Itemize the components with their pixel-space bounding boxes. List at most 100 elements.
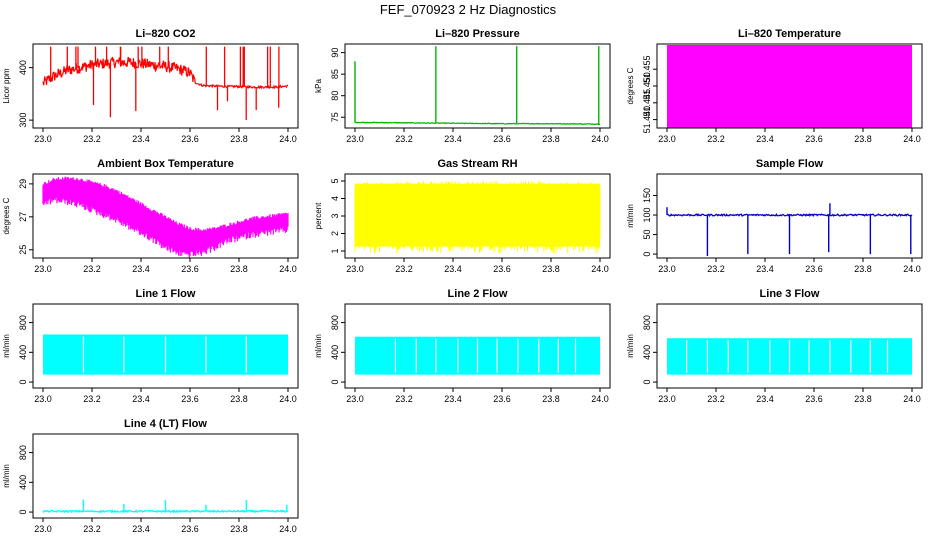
- y-tick-label: 2: [330, 231, 340, 236]
- x-tick-label: 23.0: [346, 264, 364, 274]
- data-series: [666, 203, 913, 257]
- y-axis-label: ml/min: [2, 334, 11, 358]
- plot-frame: [32, 303, 299, 389]
- data-series: [42, 176, 289, 258]
- y-tick-label: 0: [18, 380, 28, 385]
- y-axis-label: ml/min: [626, 204, 635, 228]
- data-spikes: [50, 46, 280, 120]
- x-tick-label: 23.8: [230, 264, 248, 274]
- x-tick-label: 23.6: [181, 394, 199, 404]
- x-tick-label: 23.4: [756, 134, 774, 144]
- chart-title: Sample Flow: [756, 158, 824, 170]
- chart-panel-8: Line 2 Flow ml/min 23.0 23.2 23.4 23.6 23.8 24.…: [314, 288, 611, 404]
- y-tick-label: 800: [642, 315, 652, 330]
- chart-title: Ambient Box Temperature: [97, 158, 234, 170]
- x-tick-label: 24.0: [903, 394, 921, 404]
- x-tick-label: 24.0: [591, 264, 609, 274]
- y-tick-label: 27: [18, 212, 28, 222]
- y-tick-label: 29: [18, 179, 28, 189]
- y-tick-label: 90: [330, 48, 340, 58]
- x-tick-label: 23.0: [658, 264, 676, 274]
- x-tick-label: 23.0: [658, 394, 676, 404]
- x-tick-label: 23.4: [756, 264, 774, 274]
- y-tick-label: 80: [330, 91, 340, 101]
- data-line: [42, 56, 289, 90]
- x-tick-label: 23.4: [132, 524, 150, 534]
- chart-title: Line 1 Flow: [136, 288, 196, 300]
- chart-panel-10: Line 4 (LT) Flow ml/min 23.0 23.2 23.4 23.6 23…: [2, 418, 299, 534]
- x-tick-label: 24.0: [279, 524, 297, 534]
- data-area: [667, 45, 912, 129]
- data-series: [354, 181, 601, 254]
- chart-title: Li–820 CO2: [136, 28, 196, 40]
- data-band: [42, 176, 289, 258]
- chart-title: Gas Stream RH: [437, 158, 517, 170]
- x-tick-label: 23.4: [132, 394, 150, 404]
- y-tick-label: 150: [642, 188, 652, 203]
- y-tick-label: 100: [642, 208, 652, 223]
- data-line: [666, 212, 913, 218]
- x-tick-label: 24.0: [279, 264, 297, 274]
- data-series: [42, 46, 289, 120]
- y-axis-label: degrees C: [626, 67, 635, 104]
- plot-frame: [32, 433, 299, 519]
- data-noise: [354, 181, 601, 254]
- x-tick-label: 23.6: [493, 394, 511, 404]
- y-axis-label: Licor ppm: [2, 68, 11, 103]
- x-tick-label: 24.0: [279, 134, 297, 144]
- y-tick-label: 4: [330, 196, 340, 201]
- y-tick-label: 800: [330, 315, 340, 330]
- y-axis-label: ml/min: [2, 464, 11, 488]
- chart-panel-6: Sample Flow ml/min 23.0 23.2 23.4 23.6 23.8 24.…: [626, 158, 923, 274]
- y-tick-label: 300: [18, 113, 28, 128]
- x-tick-label: 24.0: [903, 264, 921, 274]
- x-tick-label: 23.0: [658, 134, 676, 144]
- x-tick-label: 23.2: [707, 264, 725, 274]
- x-tick-label: 23.6: [181, 524, 199, 534]
- y-axis-label: ml/min: [314, 334, 323, 358]
- data-series: [43, 334, 288, 375]
- x-tick-label: 23.8: [854, 394, 872, 404]
- x-tick-label: 23.0: [34, 394, 52, 404]
- x-tick-label: 23.4: [444, 134, 462, 144]
- y-tick-label: 75: [330, 112, 340, 122]
- y-tick-label: 0: [18, 510, 28, 515]
- x-tick-label: 23.4: [132, 134, 150, 144]
- x-tick-label: 23.6: [493, 134, 511, 144]
- x-tick-label: 23.8: [230, 524, 248, 534]
- y-axis-label: degrees C: [2, 197, 11, 234]
- data-series: [355, 336, 600, 375]
- y-axis-label: kPa: [314, 79, 323, 93]
- y-tick-label: 85: [330, 69, 340, 79]
- y-axis-label: percent: [314, 202, 323, 229]
- x-tick-label: 23.6: [493, 264, 511, 274]
- chart-panel-4: Ambient Box Temperature degrees C 23.0 23.2…: [2, 158, 299, 274]
- chart-title: Line 4 (LT) Flow: [124, 418, 207, 430]
- y-tick-label: 400: [18, 345, 28, 360]
- x-tick-label: 23.2: [395, 134, 413, 144]
- x-tick-label: 23.6: [181, 134, 199, 144]
- x-tick-label: 23.2: [83, 394, 101, 404]
- x-tick-label: 23.0: [346, 394, 364, 404]
- x-tick-label: 23.8: [230, 134, 248, 144]
- data-series: [667, 45, 912, 129]
- y-axis-label: ml/min: [626, 334, 635, 358]
- plot-frame: [32, 43, 299, 129]
- y-tick-label: 0: [642, 252, 652, 257]
- x-tick-label: 23.2: [83, 264, 101, 274]
- x-tick-label: 23.6: [805, 134, 823, 144]
- data-series: [667, 338, 912, 375]
- chart-title: Li–820 Pressure: [435, 28, 519, 40]
- x-tick-label: 23.0: [34, 134, 52, 144]
- x-tick-label: 23.6: [805, 394, 823, 404]
- y-tick-label: 800: [18, 445, 28, 460]
- figure-title: FEF_070923 2 Hz Diagnostics: [379, 2, 557, 17]
- x-tick-label: 23.8: [854, 264, 872, 274]
- plot-frame: [344, 43, 611, 129]
- chart-title: Line 3 Flow: [760, 288, 820, 300]
- x-tick-label: 23.8: [542, 264, 560, 274]
- x-tick-label: 23.4: [444, 394, 462, 404]
- x-tick-label: 23.6: [181, 264, 199, 274]
- x-tick-label: 24.0: [591, 394, 609, 404]
